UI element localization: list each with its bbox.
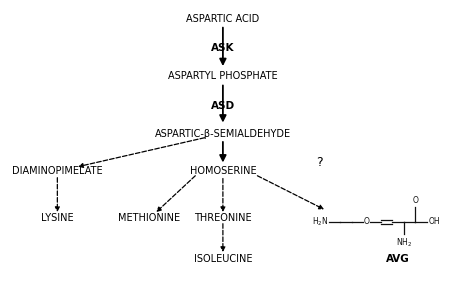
Text: ASPARTIC ACID: ASPARTIC ACID <box>186 14 260 24</box>
Text: HOMOSERINE: HOMOSERINE <box>190 166 256 176</box>
Text: H$_2$N: H$_2$N <box>312 216 328 228</box>
Text: AVG: AVG <box>386 254 410 264</box>
Text: ASPARTIC-β-SEMIALDEHYDE: ASPARTIC-β-SEMIALDEHYDE <box>155 129 291 139</box>
Text: ?: ? <box>316 156 323 169</box>
Text: O: O <box>412 196 418 205</box>
Text: LYSINE: LYSINE <box>41 213 73 223</box>
Text: DIAMINOPIMELATE: DIAMINOPIMELATE <box>12 166 103 176</box>
Text: ASD: ASD <box>211 101 235 111</box>
Text: NH$_2$: NH$_2$ <box>395 236 412 249</box>
Text: ASPARTYL PHOSPHATE: ASPARTYL PHOSPHATE <box>168 71 278 81</box>
Text: ASK: ASK <box>211 43 235 53</box>
Text: O: O <box>364 217 369 226</box>
Text: THREONINE: THREONINE <box>194 213 252 223</box>
Text: METHIONINE: METHIONINE <box>118 213 181 223</box>
Text: OH: OH <box>429 217 440 226</box>
Text: ISOLEUCINE: ISOLEUCINE <box>194 254 252 264</box>
